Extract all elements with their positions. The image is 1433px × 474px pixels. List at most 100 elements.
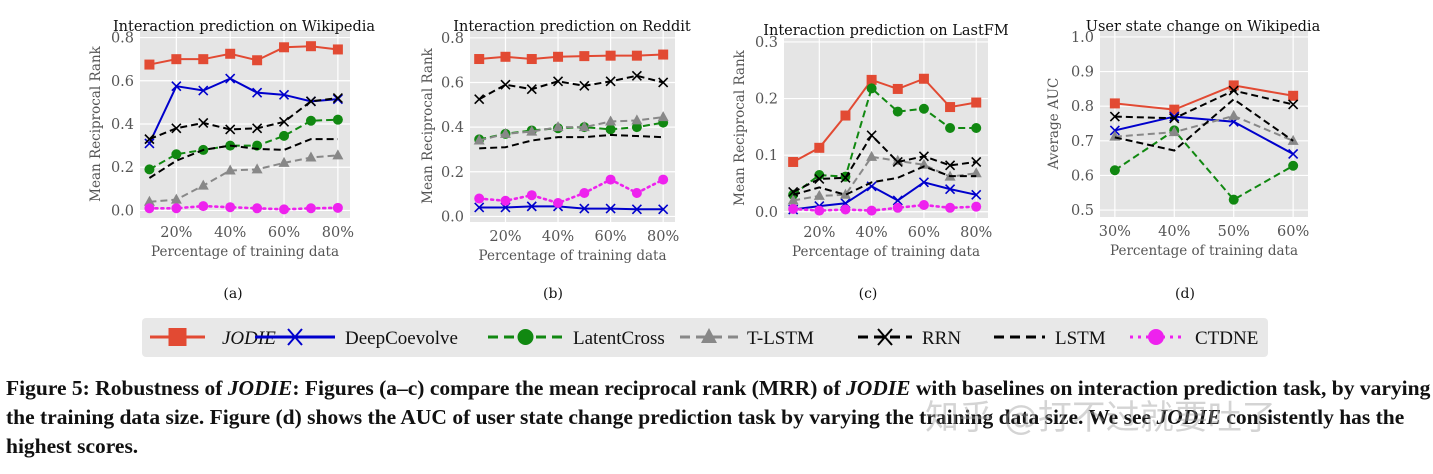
- data-point-t-lstm: [526, 125, 538, 136]
- legend-label: LatentCross: [573, 328, 665, 349]
- x-axis-label: Percentage of training data: [151, 244, 339, 260]
- data-point-ctdne: [171, 203, 182, 214]
- x-tick-label: 40%: [855, 225, 887, 241]
- data-point-rrn: [171, 123, 182, 134]
- legend-label: LSTM: [1055, 328, 1106, 349]
- data-point-jodie: [918, 73, 929, 84]
- data-point-ctdne: [814, 205, 825, 216]
- data-point-jodie: [171, 54, 182, 65]
- data-point-deepcoevolve: [198, 85, 209, 96]
- data-point-latentcross: [631, 122, 642, 133]
- data-point-latentcross: [305, 115, 316, 126]
- data-point-t-lstm: [499, 127, 511, 138]
- x-tick-label: 50%: [1218, 224, 1250, 240]
- data-point-ctdne: [840, 204, 851, 215]
- series-jodie: [788, 73, 982, 167]
- x-tick-label: 60%: [1277, 224, 1309, 240]
- caption-label: Figure 5: Robustness of: [6, 376, 228, 400]
- series-lstm: [479, 133, 664, 150]
- series-rrn: [788, 130, 982, 198]
- data-point-deepcoevolve: [526, 201, 537, 212]
- y-axis-label: Mean Reciprocal Rank: [420, 47, 436, 204]
- y-tick-label: 0.8: [441, 31, 464, 47]
- data-point-t-lstm: [552, 121, 564, 132]
- x-tick-label: 40%: [542, 229, 574, 245]
- caption-text-2: with baselines on interaction prediction…: [6, 376, 1431, 429]
- series-rrn: [474, 70, 669, 105]
- data-point-rrn: [198, 117, 209, 128]
- data-point-rrn: [631, 70, 642, 81]
- data-point-ctdne: [252, 203, 263, 214]
- data-point-deepcoevolve: [278, 89, 290, 100]
- data-point-rrn: [1109, 111, 1120, 122]
- chart-title: Interaction prediction on Reddit: [453, 19, 691, 35]
- data-point-t-lstm: [197, 179, 209, 190]
- y-tick-label: 0.2: [441, 165, 464, 181]
- data-point-jodie: [814, 142, 825, 153]
- data-point-ctdne: [305, 203, 316, 214]
- data-point-jodie: [866, 74, 877, 85]
- data-point-t-lstm: [813, 189, 825, 200]
- data-point-t-lstm: [251, 163, 263, 174]
- series-line-rrn: [1114, 89, 1294, 120]
- caption-text-3: consistently has the highest scores.: [6, 405, 1405, 458]
- series-t-lstm: [473, 111, 669, 145]
- y-tick-label: 0.8: [1071, 99, 1094, 115]
- caption-text-1: : Figures (a–c) compare the mean recipro…: [292, 376, 847, 400]
- series-line-t-lstm: [792, 155, 977, 202]
- data-point-latentcross: [1288, 160, 1299, 171]
- y-tick-label: 0.6: [1071, 168, 1094, 184]
- data-point-latentcross: [1109, 165, 1120, 176]
- data-point-ctdne: [332, 202, 343, 213]
- data-point-rrn: [474, 94, 485, 105]
- x-tick-label: 20%: [489, 229, 521, 245]
- data-point-ctdne: [945, 202, 956, 213]
- data-point-jodie: [605, 50, 616, 61]
- data-point-ctdne: [279, 204, 290, 215]
- series-t-lstm: [787, 150, 982, 205]
- data-point-ctdne: [198, 201, 209, 212]
- series-jodie: [474, 49, 669, 65]
- series-line-t-lstm: [478, 116, 664, 142]
- y-axis-label: Mean Reciprocal Rank: [732, 49, 748, 206]
- data-point-latentcross: [971, 123, 982, 133]
- data-point-rrn: [278, 116, 290, 127]
- y-tick-label: 0.0: [111, 203, 134, 219]
- x-tick-label: 40%: [214, 225, 246, 241]
- caption-jodie: JODIE: [846, 376, 911, 400]
- panel-label: (c): [859, 286, 878, 302]
- x-tick-label: 80%: [322, 225, 354, 241]
- data-point-rrn: [814, 173, 825, 185]
- chart-title: Interaction prediction on LastFM: [763, 23, 1009, 39]
- data-point-latentcross: [171, 149, 182, 160]
- data-point-t-lstm: [332, 149, 344, 160]
- data-point-t-lstm: [657, 111, 669, 122]
- data-point-t-lstm: [631, 114, 643, 125]
- data-point-t-lstm: [839, 188, 851, 199]
- chart-panel-a: 0.0 0.2 0.4 0.6 0.8 20% 40% 60% 80% Interaction p…: [88, 19, 375, 302]
- data-point-jodie: [788, 156, 799, 167]
- y-tick-label: 0.0: [441, 209, 464, 225]
- data-point-deepcoevolve: [474, 202, 485, 213]
- series-line-rrn: [478, 74, 664, 101]
- chart-panel-c: 0.0 0.1 0.2 0.3 20% 40% 60% 80% Interaction pred…: [732, 23, 1009, 302]
- y-tick-label: 0.9: [1071, 65, 1094, 81]
- x-tick-label: 20%: [803, 225, 835, 241]
- circle-marker-icon: [1148, 329, 1164, 345]
- y-axis-label: Mean Reciprocal Rank: [88, 45, 104, 202]
- series-line-deepcoevolve: [1114, 115, 1294, 155]
- y-tick-label: 0.4: [441, 120, 464, 136]
- data-point-latentcross: [1228, 194, 1239, 205]
- series-latentcross: [1109, 125, 1299, 205]
- series-line-jodie: [1114, 84, 1294, 111]
- data-point-jodie: [526, 54, 537, 65]
- panel-label: (a): [223, 286, 242, 302]
- data-point-rrn: [945, 160, 956, 171]
- data-point-rrn: [658, 77, 669, 88]
- data-point-jodie: [1109, 98, 1120, 109]
- chart-panel-d: 0.5 0.6 0.7 0.8 0.9 1.0 30% 40% 50% 60% User state…: [1046, 19, 1321, 302]
- data-point-rrn: [579, 80, 590, 91]
- caption-jodie: JODIE: [1156, 405, 1221, 429]
- x-marker-icon: [287, 328, 303, 346]
- data-point-jodie: [658, 49, 669, 60]
